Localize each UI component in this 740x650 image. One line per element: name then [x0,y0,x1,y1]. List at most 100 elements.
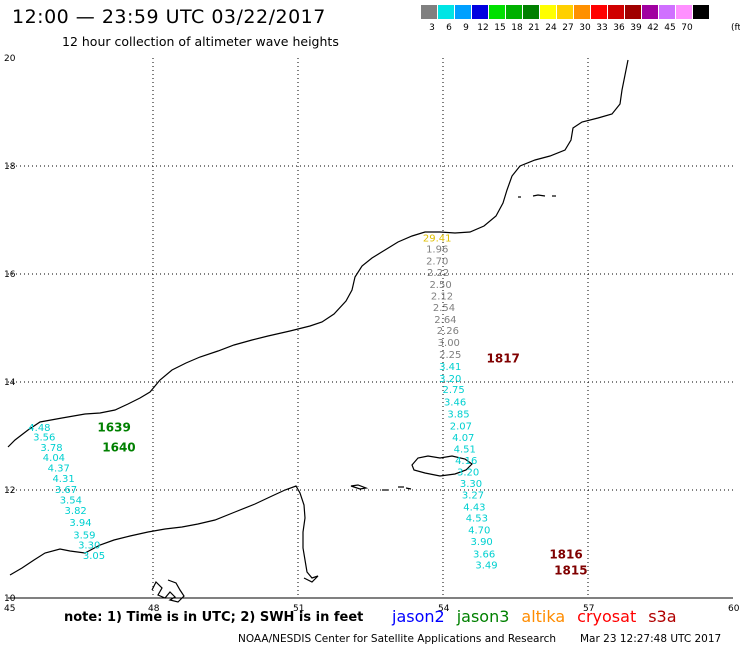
wave-height-label: 3.20 [439,374,461,385]
wave-height-label: 3.20 [457,468,479,479]
lon-tick-label: 45 [4,604,15,614]
time-label: 1816 [549,547,582,561]
page-title: 12:00 — 23:59 UTC 03/22/2017 [12,6,326,28]
wave-height-label: 2.22 [427,268,449,279]
legend-label: 30 [579,23,591,33]
legend-swatch [540,5,556,19]
wave-height-label: 3.46 [444,398,466,409]
legend-swatch [574,5,590,19]
time-label: 1639 [97,420,130,434]
legend-swatch [506,5,522,19]
wave-height-label: 4.43 [463,502,485,513]
satellite-label: altika [521,607,566,626]
legend-label: 21 [528,23,540,33]
satellite-label: jason3 [456,607,510,626]
lat-tick-label: 10 [4,594,16,604]
wave-height-label: 3.90 [471,537,493,548]
lon-tick-label: 60 [728,604,740,614]
legend-label: 45 [664,23,676,33]
wave-height-label: 3.05 [83,551,105,562]
lat-tick-label: 20 [4,54,16,64]
legend-swatch [659,5,675,19]
satellite-label: jason2 [392,607,445,626]
wave-height-label: 4.48 [28,423,50,434]
wave-height-label: 29.41 [423,233,452,244]
wave-height-label: 3.49 [475,561,497,572]
coastline-somalia [9,485,319,583]
wave-height-label: 3.54 [60,495,82,506]
coastline-djibouti [151,579,185,603]
wave-height-label: 2.26 [437,326,459,337]
lat-tick-label: 12 [4,486,15,496]
wave-height-label: 4.51 [454,445,476,456]
wave-height-label: 3.67 [55,485,77,496]
time-label: 1817 [487,351,520,365]
generated-timestamp: Mar 23 12:27:48 UTC 2017 [580,633,722,645]
legend-swatch [489,5,505,19]
legend-swatch [693,5,709,19]
wave-height-label: 2.54 [433,303,455,314]
legend-swatch [455,5,471,19]
coastline-arabia [7,59,629,448]
wave-height-label: 4.37 [48,463,70,474]
socotra-island [411,455,473,477]
islet [405,487,412,490]
legend-swatch [591,5,607,19]
abd-al-kuri-island [350,484,369,490]
wave-height-label: 4.53 [466,514,488,525]
legend-label: 6 [446,23,452,33]
legend-label: 36 [613,23,625,33]
wave-height-label: 4.31 [52,474,74,485]
wave-height-label: 2.70 [426,257,448,268]
legend-label: 42 [647,23,659,33]
legend-label: 9 [463,23,469,33]
wave-height-label: 3.56 [33,433,55,444]
legend-swatch [608,5,624,19]
time-label: 1640 [102,440,135,454]
wave-height-label: 3.85 [447,409,469,420]
wave-height-label: 3.78 [40,443,62,454]
wave-height-label: 3.59 [73,530,95,541]
legend-label: 39 [630,23,642,33]
legend-label: 12 [477,23,489,33]
legend-unit: (ft) [731,23,740,33]
wave-height-label: 1.96 [426,245,448,256]
legend-label: 18 [511,23,523,33]
islet [532,194,546,197]
satellite-label: cryosat [577,607,637,626]
legend-swatch [625,5,641,19]
lat-tick-label: 18 [4,162,16,172]
wave-height-label: 3.30 [460,479,482,490]
legend-swatch [523,5,539,19]
credit-line: NOAA/NESDIS Center for Satellite Applica… [238,633,556,645]
wave-height-label: 3.27 [462,490,484,501]
legend-swatch [642,5,658,19]
wave-height-label: 2.50 [429,280,451,291]
lon-tick-label: 57 [583,604,594,614]
wave-height-label: 3.66 [473,549,495,560]
wave-height-label: 2.75 [443,385,465,396]
time-labels: 1639 1640 1817 1816 1815 [97,351,587,577]
wave-height-label: 4.07 [452,433,474,444]
wave-height-labels: 4.483.563.784.044.374.313.673.543.823.94… [28,233,497,571]
legend-swatch [557,5,573,19]
legend-label: 24 [545,23,557,33]
lon-tick-label: 54 [438,604,450,614]
legend-label: 70 [681,23,693,33]
page-subtitle: 12 hour collection of altimeter wave hei… [62,34,339,49]
legend-label: 27 [562,23,574,33]
legend-label: 33 [596,23,608,33]
satellite-legend: jason2 jason3 altika cryosat s3a [392,607,689,626]
legend-label: 3 [429,23,435,33]
lat-lon-grid [8,58,733,599]
wave-height-label: 4.04 [43,453,65,464]
legend-swatch [676,5,692,19]
wave-height-label: 2.25 [439,350,461,361]
legend-swatch [438,5,454,19]
wave-height-label: 3.00 [438,338,460,349]
legend-label: 15 [494,23,506,33]
legend-swatch [421,5,437,19]
wave-height-label: 2.07 [450,421,472,432]
